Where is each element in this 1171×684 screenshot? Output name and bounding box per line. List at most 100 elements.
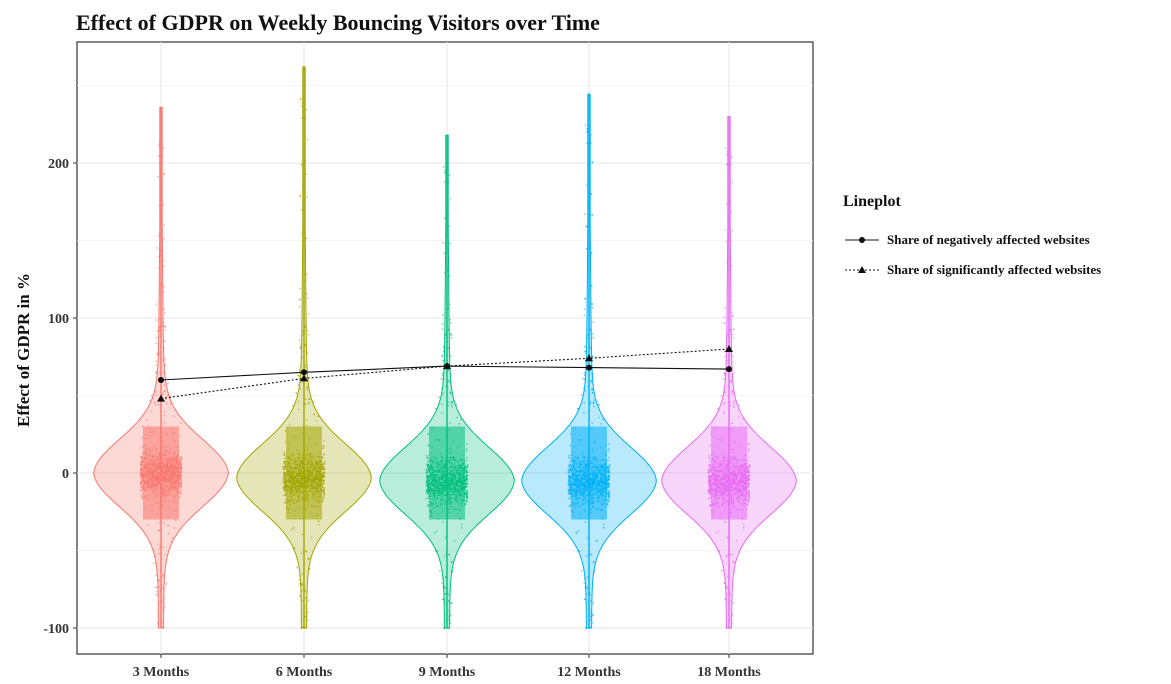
jitter-point [600, 423, 603, 425]
jitter-point [150, 410, 153, 412]
jitter-point [608, 456, 610, 459]
jitter-point [180, 493, 183, 495]
jitter-point [449, 622, 451, 624]
jitter-point [156, 330, 159, 333]
jitter-point [306, 196, 308, 198]
jitter-point [295, 392, 298, 395]
jitter-point [163, 308, 166, 311]
jitter-point [161, 359, 164, 361]
jitter-point [323, 479, 326, 481]
jitter-point [169, 547, 172, 550]
jitter-point [426, 471, 429, 474]
jitter-point [180, 466, 183, 469]
jitter-point [444, 337, 447, 339]
jitter-point [156, 370, 158, 373]
jitter-point [284, 441, 287, 444]
jitter-point [180, 488, 182, 491]
jitter-point [306, 619, 308, 621]
jitter-point [301, 233, 303, 235]
jitter-point [157, 234, 160, 237]
jitter-point [308, 398, 311, 400]
jitter-point [449, 422, 452, 425]
jitter-point [158, 579, 161, 582]
jitter-point [449, 355, 452, 358]
jitter-point [443, 627, 446, 629]
jitter-point [156, 590, 159, 593]
jitter-point [157, 613, 160, 616]
jitter-point [305, 173, 307, 176]
jitter-point [155, 319, 158, 321]
jitter-point [158, 327, 161, 330]
jitter-point [453, 540, 456, 542]
jitter-point [441, 387, 443, 389]
jitter-point [153, 562, 155, 564]
jitter-point [155, 342, 158, 345]
jitter-point [606, 489, 609, 492]
jitter-point [180, 480, 183, 482]
jitter-point [173, 527, 176, 529]
jitter-point [442, 577, 444, 580]
jitter-point [449, 391, 452, 394]
jitter-point [449, 381, 451, 384]
jitter-point [140, 458, 143, 460]
jitter-point [284, 457, 286, 460]
jitter-point [155, 364, 158, 367]
jitter-point [157, 622, 160, 625]
jitter-point [321, 486, 324, 489]
jitter-point [306, 293, 308, 295]
jitter-point [308, 567, 311, 569]
jitter-point [282, 478, 285, 480]
jitter-point [449, 373, 452, 376]
jitter-point [283, 472, 285, 475]
jitter-point [180, 474, 183, 477]
jitter-point [460, 526, 463, 529]
jitter-point [141, 456, 144, 459]
jitter-point [283, 467, 285, 470]
jitter-point [299, 574, 301, 577]
jitter-point [442, 521, 445, 523]
jitter-point [305, 550, 307, 553]
jitter-point [163, 223, 166, 226]
jitter-point [151, 394, 153, 397]
jitter-point [179, 461, 182, 464]
jitter-point [438, 396, 441, 399]
jitter-point [307, 333, 310, 336]
jitter-point [156, 246, 159, 249]
jitter-point [297, 374, 300, 377]
jitter-point [441, 403, 443, 405]
jitter-point [425, 468, 428, 471]
jitter-point [442, 378, 444, 381]
jitter-point [179, 469, 182, 472]
jitter-point [591, 306, 594, 309]
jitter-point [435, 549, 437, 552]
jitter-point [582, 377, 585, 380]
jitter-point [593, 399, 596, 401]
jitter-point [162, 420, 165, 423]
jitter-point [290, 528, 293, 531]
jitter-point [447, 600, 450, 602]
jitter-point [154, 586, 157, 589]
jitter-point [465, 470, 467, 473]
jitter-point [315, 419, 318, 422]
jitter-point [163, 173, 166, 176]
jitter-point [174, 519, 177, 521]
jitter-point [157, 144, 160, 147]
jitter-point [163, 390, 166, 392]
jitter-point [304, 398, 307, 401]
jitter-point [441, 372, 444, 375]
jitter-point [164, 325, 167, 328]
chart-title: Effect of GDPR on Weekly Bouncing Visito… [76, 10, 600, 35]
jitter-point [167, 382, 169, 384]
jitter-point [149, 541, 151, 544]
jitter-point [449, 242, 452, 245]
jitter-point [158, 290, 161, 293]
jitter-point [163, 347, 166, 350]
jitter-point [426, 491, 428, 493]
jitter-point [592, 321, 595, 324]
jitter-point [167, 532, 170, 535]
jitter-point [427, 480, 429, 482]
jitter-point [304, 117, 307, 120]
jitter-point [155, 562, 158, 564]
jitter-point [455, 403, 458, 406]
jitter-point [304, 403, 307, 405]
